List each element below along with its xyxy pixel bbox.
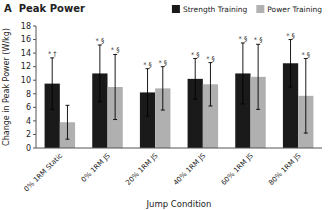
y-tick-label: 0 bbox=[26, 144, 31, 153]
annotation: * § bbox=[239, 35, 248, 43]
plot-area bbox=[45, 40, 314, 148]
y-tick-label: 2 bbox=[26, 130, 31, 139]
legend-swatch bbox=[256, 5, 264, 13]
legend-swatch bbox=[172, 5, 180, 13]
error-line bbox=[67, 105, 68, 139]
x-tick-label: 0% 1RM JS bbox=[80, 151, 113, 184]
error-bar bbox=[113, 54, 117, 119]
annotation: * § bbox=[96, 37, 105, 45]
error-cap bbox=[65, 105, 69, 106]
y-tick-label: 14 bbox=[21, 49, 31, 58]
error-cap bbox=[256, 109, 260, 110]
error-line bbox=[52, 58, 53, 110]
x-tick-label: 40% 1RM JS bbox=[172, 151, 208, 187]
error-cap bbox=[113, 119, 117, 120]
error-bar bbox=[193, 59, 197, 100]
x-axis-label: Jump Condition bbox=[146, 199, 212, 209]
y-tick-label: 4 bbox=[26, 117, 31, 126]
annotation: * § bbox=[143, 61, 152, 69]
legend-label: Strength Training bbox=[183, 5, 248, 14]
error-bar bbox=[98, 45, 102, 102]
y-axis-label: Change in Peak Power (W/kg) bbox=[2, 28, 11, 146]
annotation: * † bbox=[48, 50, 57, 58]
annotation: * § bbox=[302, 51, 311, 59]
error-cap bbox=[193, 99, 197, 100]
y-axis: 0 2 4 6 8 10 12 14 16 18 bbox=[21, 22, 36, 153]
error-line bbox=[305, 59, 306, 134]
error-cap bbox=[50, 109, 54, 110]
error-cap bbox=[208, 105, 212, 106]
error-line bbox=[290, 40, 291, 87]
x-tick-label: 0% 1RM Static bbox=[23, 152, 65, 194]
error-cap bbox=[98, 101, 102, 102]
x-tick-label: 20% 1RM JS bbox=[124, 151, 160, 187]
title: A Peak Power bbox=[4, 3, 85, 14]
error-bar bbox=[241, 43, 245, 104]
annotations: * † * § * § * § * § * § * § * § * § * § * § bbox=[48, 32, 310, 69]
error-cap bbox=[304, 133, 308, 134]
annotation: * § bbox=[206, 55, 215, 63]
y-tick-label: 6 bbox=[26, 103, 31, 112]
error-line bbox=[195, 59, 196, 100]
error-cap bbox=[146, 116, 150, 117]
error-bar bbox=[65, 105, 69, 139]
x-tick-label: 60% 1RM JS bbox=[220, 151, 256, 187]
error-line bbox=[210, 63, 211, 106]
error-line bbox=[147, 69, 148, 116]
y-tick-label: 10 bbox=[21, 76, 31, 85]
error-line bbox=[258, 44, 259, 109]
error-bar bbox=[208, 63, 212, 106]
error-line bbox=[162, 67, 163, 110]
error-bar bbox=[146, 69, 150, 116]
x-axis-line bbox=[36, 148, 322, 149]
chart: A Peak Power Power Training Strength Train… bbox=[0, 0, 328, 210]
annotation: * § bbox=[159, 59, 168, 67]
error-line bbox=[99, 45, 100, 102]
error-bar bbox=[50, 58, 54, 110]
x-tick-label: 80% 1RM JS bbox=[267, 151, 303, 187]
annotation: * § bbox=[111, 46, 120, 54]
annotation: * § bbox=[254, 36, 263, 44]
y-tick-label: 16 bbox=[21, 35, 31, 44]
annotation: * § bbox=[286, 32, 295, 40]
error-cap bbox=[289, 87, 293, 88]
error-bar bbox=[161, 67, 165, 110]
error-bar bbox=[304, 59, 308, 134]
y-tick-label: 12 bbox=[21, 62, 31, 71]
y-tick-label: 18 bbox=[21, 22, 31, 31]
error-bar bbox=[289, 40, 293, 87]
y-axis-line bbox=[36, 26, 37, 148]
error-cap bbox=[241, 103, 245, 104]
x-axis: 0% 1RM Static 0% 1RM JS 20% 1RM JS 40% 1RM … bbox=[23, 148, 322, 193]
error-line bbox=[242, 43, 243, 104]
error-line bbox=[115, 54, 116, 119]
error-cap bbox=[65, 139, 69, 140]
legend-label: Power Training bbox=[267, 5, 322, 14]
error-bar bbox=[256, 44, 260, 109]
error-cap bbox=[161, 110, 165, 111]
annotation: * § bbox=[191, 51, 200, 59]
legend: Power Training Strength Training bbox=[172, 5, 322, 14]
y-tick-label: 8 bbox=[26, 90, 31, 99]
